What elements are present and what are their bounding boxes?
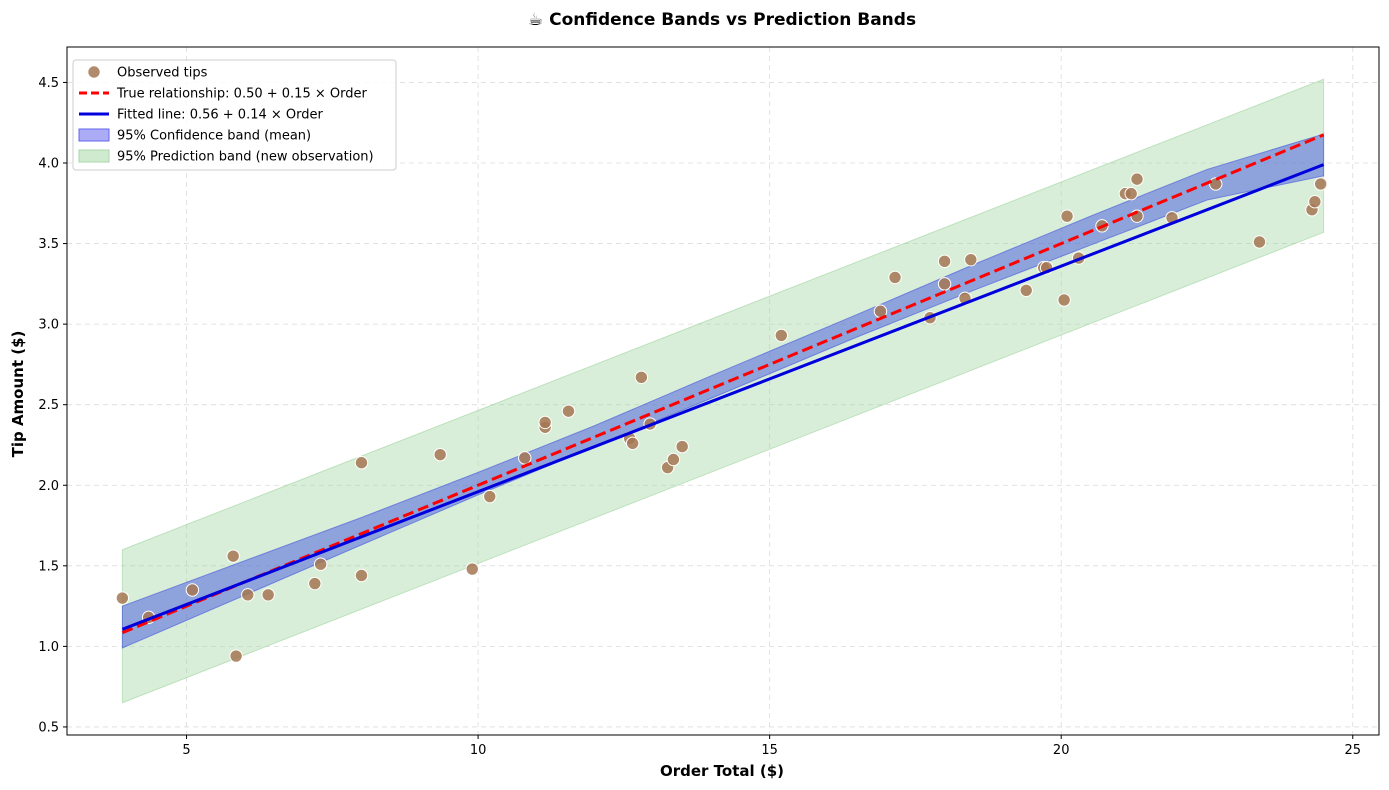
legend-label: Fitted line: 0.56 + 0.14 × Order <box>117 108 323 123</box>
observed-tip-point <box>1124 186 1138 201</box>
x-tick-label: 10 <box>470 743 487 758</box>
plot-area: 5 10 15 20 25 0.5 1.0 1.5 2.0 2.5 3.0 3.5 4.0 4.5 <box>38 46 1380 758</box>
y-tick-label: 1.0 <box>38 640 59 655</box>
observed-tip-point <box>774 328 789 343</box>
observed-tip-point <box>1308 194 1322 209</box>
x-tick-label: 15 <box>761 743 778 758</box>
y-tick-label: 4.5 <box>38 76 59 91</box>
observed-tip-point <box>625 436 640 451</box>
y-tick-label: 0.5 <box>38 720 59 735</box>
observed-tip-point <box>1130 172 1144 186</box>
fitted-line <box>121 163 1325 631</box>
observed-tip-point <box>354 456 369 470</box>
x-tick-label: 5 <box>182 743 190 758</box>
y-tick-label: 4.0 <box>38 157 59 172</box>
observed-tip-point <box>675 439 689 454</box>
observed-tip-point <box>1252 235 1267 249</box>
legend-marker-observed <box>87 65 101 79</box>
observed-tip-point <box>937 277 952 291</box>
plot-frame <box>66 46 1380 736</box>
legend-label: 95% Confidence band (mean) <box>117 129 311 144</box>
legend-label: True relationship: 0.50 + 0.15 × Order <box>116 87 367 102</box>
legend-label: Observed tips <box>117 66 208 81</box>
observed-tip-point <box>937 254 952 268</box>
y-tick-label: 3.0 <box>38 318 59 333</box>
observed-tip-point <box>115 591 130 605</box>
observed-tip-point <box>241 588 255 602</box>
legend-label: 95% Prediction band (new observation) <box>117 150 374 165</box>
true-relationship-line <box>121 133 1325 635</box>
observed-tip-point <box>229 649 243 663</box>
confidence-band <box>121 133 1325 649</box>
y-tick-label: 2.5 <box>38 398 59 413</box>
observed-tip-point <box>261 588 275 602</box>
observed-tip-point <box>1313 177 1328 191</box>
legend-patch <box>78 128 110 142</box>
observed-tip-point <box>483 489 497 504</box>
observed-tip-point <box>185 583 200 597</box>
observed-tip-point <box>433 447 447 462</box>
observed-tip-point <box>313 557 328 571</box>
observed-tip-point <box>888 270 902 285</box>
x-axis-title: Order Total ($) <box>660 762 784 780</box>
chart-title: ☕ Confidence Bands vs Prediction Bands <box>528 10 916 30</box>
observed-tip-point <box>964 252 978 267</box>
x-tick-label: 20 <box>1053 743 1070 758</box>
observed-tip-point <box>226 549 240 563</box>
observed-tip-point <box>1019 283 1033 297</box>
observed-tip-point <box>518 451 532 465</box>
observed-tip-point <box>465 562 479 576</box>
observed-tip-point <box>561 404 576 418</box>
observed-tip-point <box>538 415 552 430</box>
observed-tip-point <box>666 452 681 467</box>
y-axis-title: Tip Amount ($) <box>9 331 27 458</box>
x-tick-label: 25 <box>1344 743 1361 758</box>
y-tick-label: 2.0 <box>38 479 59 494</box>
observed-tip-point <box>1060 209 1074 223</box>
y-tick-label: 1.5 <box>38 559 59 574</box>
observed-tip-point <box>354 568 369 583</box>
legend: Observed tips True relationship: 0.50 + 0… <box>72 59 397 171</box>
observed-tip-point <box>308 576 322 591</box>
legend-patch <box>78 149 110 163</box>
y-tick-label: 3.5 <box>38 237 59 252</box>
legend-box <box>72 59 397 171</box>
observed-tip-point <box>634 370 649 385</box>
observed-tip-point <box>1057 293 1071 307</box>
observed-tip-point <box>1209 177 1223 191</box>
